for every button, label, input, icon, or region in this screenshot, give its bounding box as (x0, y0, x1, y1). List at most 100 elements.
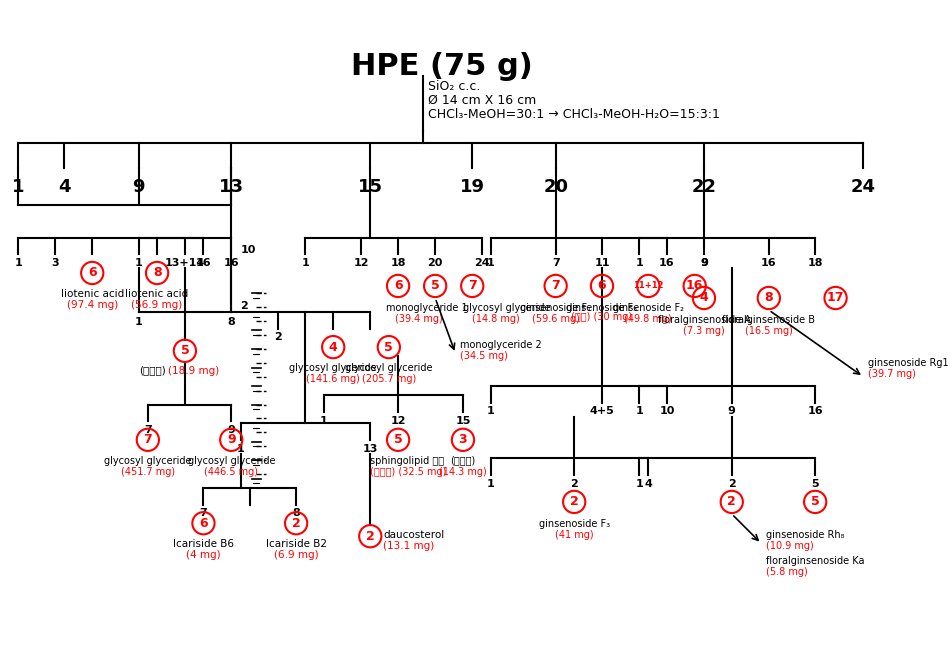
Text: 9: 9 (227, 425, 236, 435)
Text: (14.3 mg): (14.3 mg) (439, 466, 486, 476)
Text: 10: 10 (240, 245, 256, 255)
Text: 2: 2 (274, 332, 281, 342)
Text: monoglyceride 2: monoglyceride 2 (460, 340, 542, 349)
Text: (추정) (30 mg): (추정) (30 mg) (572, 312, 633, 322)
Text: (6.9 mg): (6.9 mg) (274, 550, 318, 560)
Text: 18: 18 (390, 258, 406, 268)
Text: 2: 2 (240, 301, 248, 310)
Text: SiO₂ c.c.: SiO₂ c.c. (428, 80, 480, 93)
Text: 1: 1 (636, 258, 643, 268)
Text: (13.1 mg): (13.1 mg) (383, 541, 434, 551)
Text: floralginsenoside Ka: floralginsenoside Ka (766, 556, 864, 566)
Text: 2: 2 (292, 517, 300, 530)
Text: 24: 24 (474, 258, 489, 268)
Text: HPE (75 g): HPE (75 g) (351, 52, 533, 81)
Text: ginsenoside Rg1: ginsenoside Rg1 (868, 358, 949, 368)
Text: (34.5 mg): (34.5 mg) (460, 351, 508, 361)
Text: 3: 3 (459, 433, 467, 446)
Text: 20: 20 (543, 177, 568, 196)
Text: 3: 3 (51, 258, 59, 268)
Text: (미동정) (32.5 mg): (미동정) (32.5 mg) (370, 466, 446, 476)
Text: (41 mg): (41 mg) (555, 530, 594, 540)
Text: 1: 1 (14, 258, 22, 268)
Text: (56.9 mg): (56.9 mg) (131, 300, 182, 310)
Text: 11+12: 11+12 (633, 282, 664, 290)
Text: (10.9 mg): (10.9 mg) (766, 541, 814, 551)
Text: 7: 7 (144, 425, 152, 435)
Text: 2: 2 (728, 495, 736, 509)
Text: daucosterol: daucosterol (383, 530, 445, 540)
Text: ginsenoside Rh₈: ginsenoside Rh₈ (766, 530, 845, 540)
Text: 11: 11 (595, 258, 610, 268)
Text: 5: 5 (810, 495, 820, 509)
Text: (451.7 mg): (451.7 mg) (121, 466, 175, 476)
Text: 7: 7 (143, 433, 152, 446)
Text: 6: 6 (88, 267, 97, 280)
Text: 6: 6 (393, 280, 403, 292)
Text: 9: 9 (700, 258, 708, 268)
Text: 10: 10 (659, 407, 674, 417)
Text: 16: 16 (196, 258, 211, 268)
Text: (446.5 mg): (446.5 mg) (204, 466, 258, 476)
Text: 1: 1 (636, 407, 643, 417)
Text: 5: 5 (393, 433, 403, 446)
Text: 1: 1 (237, 444, 244, 454)
Text: 2: 2 (570, 478, 578, 489)
Text: 8: 8 (293, 509, 300, 518)
Text: 1: 1 (487, 258, 495, 268)
Text: 9: 9 (132, 177, 144, 196)
Text: Icariside B2: Icariside B2 (266, 539, 327, 549)
Text: 2: 2 (728, 478, 735, 489)
Text: liotenic acid: liotenic acid (61, 289, 124, 299)
Text: 1: 1 (487, 407, 495, 417)
Text: glycosyl glyceride: glycosyl glyceride (104, 456, 192, 466)
Text: 8: 8 (227, 317, 236, 327)
Text: 6: 6 (200, 517, 208, 530)
Text: 8: 8 (153, 267, 162, 280)
Text: 22: 22 (692, 177, 716, 196)
Text: 2: 2 (366, 530, 374, 543)
Text: Ø 14 cm X 16 cm: Ø 14 cm X 16 cm (428, 94, 536, 107)
Text: liotenic acid: liotenic acid (125, 289, 189, 299)
Text: 15: 15 (455, 416, 470, 425)
Text: 9: 9 (227, 433, 236, 446)
Text: 4+5: 4+5 (590, 407, 615, 417)
Text: 16: 16 (686, 280, 703, 292)
Text: CHCl₃-MeOH=30:1 → CHCl₃-MeOH-H₂O=15:3:1: CHCl₃-MeOH=30:1 → CHCl₃-MeOH-H₂O=15:3:1 (428, 108, 719, 121)
Text: 17: 17 (826, 292, 845, 304)
Text: 4: 4 (58, 177, 70, 196)
Text: monoglyceride 1: monoglyceride 1 (386, 302, 467, 312)
Text: 1: 1 (135, 258, 142, 268)
Text: ginsenoside F₂: ginsenoside F₂ (613, 302, 684, 312)
Text: 5: 5 (385, 341, 393, 353)
Text: 4: 4 (329, 341, 337, 353)
Text: 5: 5 (180, 344, 189, 358)
Text: 9: 9 (728, 407, 735, 417)
Text: (141.6 mg): (141.6 mg) (306, 374, 360, 384)
Text: 20: 20 (428, 258, 443, 268)
Text: sphingolipid 추정: sphingolipid 추정 (370, 456, 445, 466)
Text: (39.4 mg): (39.4 mg) (395, 314, 443, 324)
Text: (97.4 mg): (97.4 mg) (66, 300, 118, 310)
Text: glycosyl glyceride: glycosyl glyceride (290, 363, 377, 373)
Text: 1: 1 (135, 317, 142, 327)
Text: 13+14: 13+14 (164, 258, 205, 268)
Text: 16: 16 (808, 407, 823, 417)
Text: 19: 19 (460, 177, 485, 196)
Text: 18: 18 (808, 258, 823, 268)
Text: 7: 7 (467, 280, 477, 292)
Text: ginsenoside F₃: ginsenoside F₃ (539, 519, 610, 529)
Text: (59.6 mg): (59.6 mg) (532, 314, 579, 324)
Text: 16: 16 (761, 258, 777, 268)
Text: (4 mg): (4 mg) (186, 550, 220, 560)
Text: 8: 8 (765, 292, 773, 304)
Text: 5: 5 (430, 280, 440, 292)
Text: 13: 13 (218, 177, 244, 196)
Text: (49.8 mg): (49.8 mg) (624, 314, 673, 324)
Text: 7: 7 (552, 258, 560, 268)
Text: 1: 1 (636, 478, 643, 489)
Text: floralginsenoside B: floralginsenoside B (722, 314, 815, 325)
Text: (205.7 mg): (205.7 mg) (362, 374, 416, 384)
Text: glycosyl glyceride: glycosyl glyceride (187, 456, 275, 466)
Text: glycosyl glyceride: glycosyl glyceride (463, 302, 550, 312)
